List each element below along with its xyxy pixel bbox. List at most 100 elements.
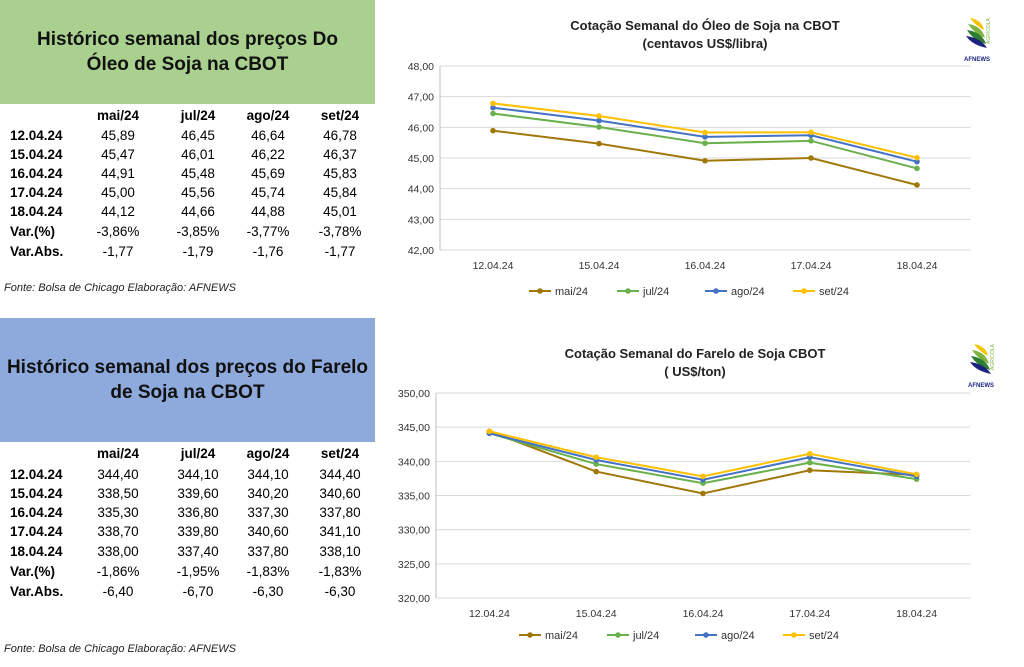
data-point bbox=[808, 155, 814, 161]
farelo-table-title-text: Histórico semanal dos preços do Farelo d… bbox=[6, 357, 369, 403]
y-tick-label: 335,00 bbox=[398, 491, 430, 503]
table-cell: 337,80 bbox=[319, 505, 361, 520]
data-point bbox=[914, 182, 920, 188]
row-label: 12.04.24 bbox=[10, 128, 63, 143]
column-header: mai/24 bbox=[96, 446, 140, 461]
y-tick-label: 42,00 bbox=[408, 245, 434, 257]
data-point bbox=[490, 100, 496, 107]
table-header-row: mai/24 jul/24 ago/24 set/24 bbox=[0, 446, 375, 466]
oleo-line-chart: Cotação Semanal do Óleo de Soja na CBOT (… bbox=[408, 18, 970, 298]
column-header: jul/24 bbox=[180, 108, 216, 123]
y-tick-label: 43,00 bbox=[408, 214, 434, 226]
table-row: Var.Abs. -6,40 -6,70 -6,30 -6,30 bbox=[0, 584, 375, 604]
table-cell: 45,74 bbox=[251, 185, 285, 200]
afnews-logo-subtext: AGRÍCOLA bbox=[985, 17, 992, 44]
table-cell: 45,83 bbox=[323, 166, 357, 181]
x-tick-label: 12.04.24 bbox=[473, 260, 514, 272]
table-cell: 46,37 bbox=[323, 147, 357, 162]
legend-label: jul/24 bbox=[632, 630, 659, 642]
table-cell: 341,10 bbox=[319, 524, 361, 539]
data-point bbox=[914, 154, 920, 161]
farelo-line-chart: Cotação Semanal do Farelo de Soja CBOT ( … bbox=[398, 346, 970, 642]
data-point bbox=[596, 124, 602, 130]
data-point bbox=[700, 490, 706, 497]
y-tick-label: 45,00 bbox=[408, 153, 434, 165]
table-cell: 44,12 bbox=[101, 204, 135, 219]
y-tick-label: 330,00 bbox=[398, 525, 430, 537]
data-point bbox=[593, 461, 599, 467]
legend-label: mai/24 bbox=[555, 286, 588, 298]
data-point bbox=[808, 129, 814, 136]
table-row: 18.04.24 338,00 337,40 337,80 338,10 bbox=[0, 544, 375, 564]
table-cell: 344,10 bbox=[247, 467, 289, 482]
y-tick-label: 44,00 bbox=[408, 184, 434, 196]
y-tick-label: 46,00 bbox=[408, 122, 434, 134]
table-row: 15.04.24 45,47 46,01 46,22 46,37 bbox=[0, 147, 375, 167]
table-row: Var.(%) -3,86% -3,85% -3,77% -3,78% bbox=[0, 224, 375, 244]
data-point bbox=[490, 110, 496, 117]
table-header-row: mai/24 jul/24 ago/24 set/24 bbox=[0, 108, 375, 128]
column-header: ago/24 bbox=[246, 446, 290, 461]
oleo-table-title: Histórico semanal dos preços Do Óleo de … bbox=[0, 0, 375, 104]
table-cell: 336,80 bbox=[177, 505, 219, 520]
data-point bbox=[596, 140, 602, 147]
oleo-source-note: Fonte: Bolsa de Chicago Elaboração: AFNE… bbox=[4, 282, 236, 294]
table-cell: 46,45 bbox=[181, 128, 215, 143]
table-cell: 46,22 bbox=[251, 147, 285, 162]
row-label: 16.04.24 bbox=[10, 166, 63, 181]
data-point bbox=[490, 104, 496, 111]
table-row: 15.04.24 338,50 339,60 340,20 340,60 bbox=[0, 486, 375, 506]
y-tick-label: 345,00 bbox=[398, 422, 430, 434]
table-cell: 45,00 bbox=[101, 185, 135, 200]
table-cell: -1,79 bbox=[182, 244, 214, 259]
table-cell: 45,48 bbox=[181, 166, 215, 181]
table-cell: -6,30 bbox=[252, 584, 284, 599]
column-header: set/24 bbox=[320, 108, 360, 123]
row-label: Var.Abs. bbox=[10, 584, 64, 599]
data-point bbox=[593, 454, 599, 461]
table-cell: 338,50 bbox=[97, 486, 139, 501]
table-cell: 339,80 bbox=[177, 524, 219, 539]
table-cell: -6,70 bbox=[182, 584, 214, 599]
table-cell: -1,83% bbox=[318, 564, 362, 579]
row-label: Var.(%) bbox=[10, 224, 56, 239]
y-tick-label: 325,00 bbox=[398, 559, 430, 571]
x-tick-label: 16.04.24 bbox=[683, 608, 724, 620]
legend-label: ago/24 bbox=[731, 286, 765, 298]
table-row: 18.04.24 44,12 44,66 44,88 45,01 bbox=[0, 204, 375, 224]
table-cell: 337,30 bbox=[247, 505, 289, 520]
legend-marker bbox=[537, 288, 543, 294]
legend-marker bbox=[713, 288, 719, 294]
row-label: 15.04.24 bbox=[10, 486, 63, 501]
data-point bbox=[702, 129, 708, 136]
x-tick-label: 18.04.24 bbox=[897, 260, 938, 272]
row-label: 16.04.24 bbox=[10, 505, 63, 520]
table-cell: 45,47 bbox=[101, 147, 135, 162]
legend-marker bbox=[625, 288, 631, 294]
table-cell: 45,01 bbox=[323, 204, 357, 219]
table-cell: 335,30 bbox=[97, 505, 139, 520]
table-cell: 46,01 bbox=[181, 147, 215, 162]
table-cell: 45,89 bbox=[101, 128, 135, 143]
afnews-logo-text: AFNEWS bbox=[968, 383, 994, 389]
table-cell: 45,69 bbox=[251, 166, 285, 181]
afnews-logo-text: AFNEWS bbox=[964, 57, 990, 63]
row-label: 15.04.24 bbox=[10, 147, 63, 162]
y-tick-label: 340,00 bbox=[398, 456, 430, 468]
table-cell: 340,20 bbox=[247, 486, 289, 501]
row-label: 12.04.24 bbox=[10, 467, 63, 482]
afnews-logo-bottom: AGRÍCOLA AFNEWS bbox=[964, 340, 1004, 389]
table-cell: 44,88 bbox=[251, 204, 285, 219]
chart-subtitle: (centavos US$/libra) bbox=[643, 36, 768, 51]
data-point bbox=[700, 473, 706, 480]
table-cell: -1,86% bbox=[96, 564, 140, 579]
x-tick-label: 15.04.24 bbox=[576, 608, 617, 620]
table-cell: 340,60 bbox=[247, 524, 289, 539]
legend-marker bbox=[703, 632, 709, 638]
table-cell: 45,56 bbox=[181, 185, 215, 200]
data-point bbox=[596, 113, 602, 119]
table-row: 16.04.24 335,30 336,80 337,30 337,80 bbox=[0, 505, 375, 525]
data-point bbox=[913, 471, 920, 478]
legend-label: set/24 bbox=[809, 630, 839, 642]
y-tick-label: 320,00 bbox=[398, 593, 430, 605]
